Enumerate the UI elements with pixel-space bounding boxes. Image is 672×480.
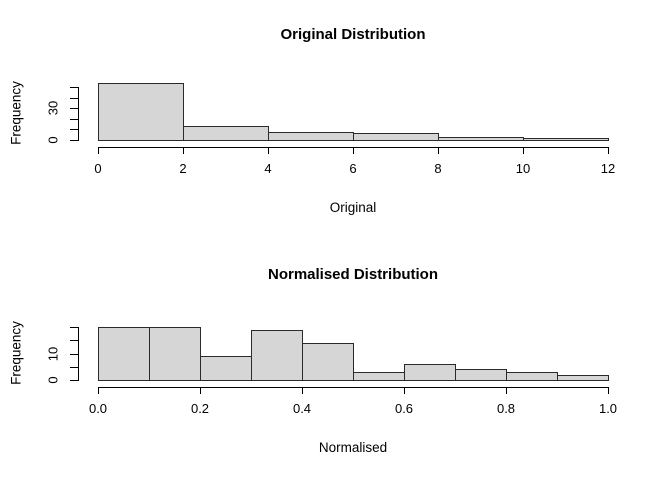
- histogram-bar: [98, 83, 184, 141]
- histogram-bar: [302, 343, 354, 381]
- x-tick: [98, 387, 99, 394]
- histogram-bar: [438, 137, 524, 141]
- x-tick-label: 4: [264, 161, 272, 176]
- x-tick-label: 0.6: [394, 401, 414, 416]
- x-axis-label: Normalised: [318, 440, 388, 455]
- y-tick: [70, 353, 78, 355]
- x-tick-label: 0.0: [88, 401, 108, 416]
- histogram-bar: [200, 356, 252, 381]
- y-tick: [70, 340, 78, 342]
- x-tick: [353, 147, 354, 154]
- x-tick-label: 6: [349, 161, 357, 176]
- y-axis-line: [78, 87, 79, 141]
- x-tick: [98, 147, 99, 154]
- y-tick: [70, 129, 78, 131]
- x-tick: [506, 387, 507, 394]
- histogram-bar: [506, 372, 558, 381]
- histogram-bar: [353, 372, 405, 381]
- y-axis-line: [78, 327, 79, 381]
- x-tick-label: 0.2: [190, 401, 210, 416]
- histogram-bar: [523, 138, 609, 141]
- y-tick: [70, 108, 78, 110]
- histogram-bar: [251, 330, 303, 381]
- histogram-bar: [268, 132, 354, 141]
- x-tick: [608, 147, 609, 154]
- y-tick: [70, 140, 78, 141]
- histogram-bar: [149, 327, 201, 381]
- histogram-bar: [404, 364, 456, 381]
- x-tick-label: 0.8: [496, 401, 516, 416]
- y-tick: [70, 327, 78, 328]
- histogram-bar: [98, 327, 150, 381]
- y-tick: [70, 118, 78, 120]
- histogram-bar: [455, 369, 507, 381]
- y-tick: [70, 97, 78, 99]
- x-tick-label: 0: [94, 161, 102, 176]
- x-axis-label: Original: [329, 200, 377, 215]
- x-tick: [404, 387, 405, 394]
- x-tick: [523, 147, 524, 154]
- histogram-bar: [353, 133, 439, 141]
- histogram-bar: [557, 375, 609, 381]
- x-tick-label: 0.4: [292, 401, 312, 416]
- normalised-distribution-plot: Normalised Distribution Frequency Normal…: [8, 266, 618, 455]
- x-tick: [608, 387, 609, 394]
- histogram-bar: [183, 126, 269, 141]
- original-distribution-plot: Original Distribution Frequency Original…: [8, 26, 616, 215]
- x-tick-label: 12: [600, 161, 616, 176]
- x-tick: [183, 147, 184, 154]
- plot-title: Normalised Distribution: [267, 266, 439, 283]
- y-tick: [70, 87, 78, 88]
- x-tick: [200, 387, 201, 394]
- x-tick-label: 1.0: [598, 401, 618, 416]
- plot-title: Original Distribution: [280, 26, 426, 43]
- y-tick: [70, 380, 78, 381]
- x-tick: [268, 147, 269, 154]
- x-tick: [438, 147, 439, 154]
- x-tick-label: 10: [515, 161, 531, 176]
- x-tick: [302, 387, 303, 394]
- x-tick-label: 2: [179, 161, 187, 176]
- x-axis-line: [98, 387, 609, 388]
- y-tick: [70, 366, 78, 368]
- x-tick-label: 8: [434, 161, 442, 176]
